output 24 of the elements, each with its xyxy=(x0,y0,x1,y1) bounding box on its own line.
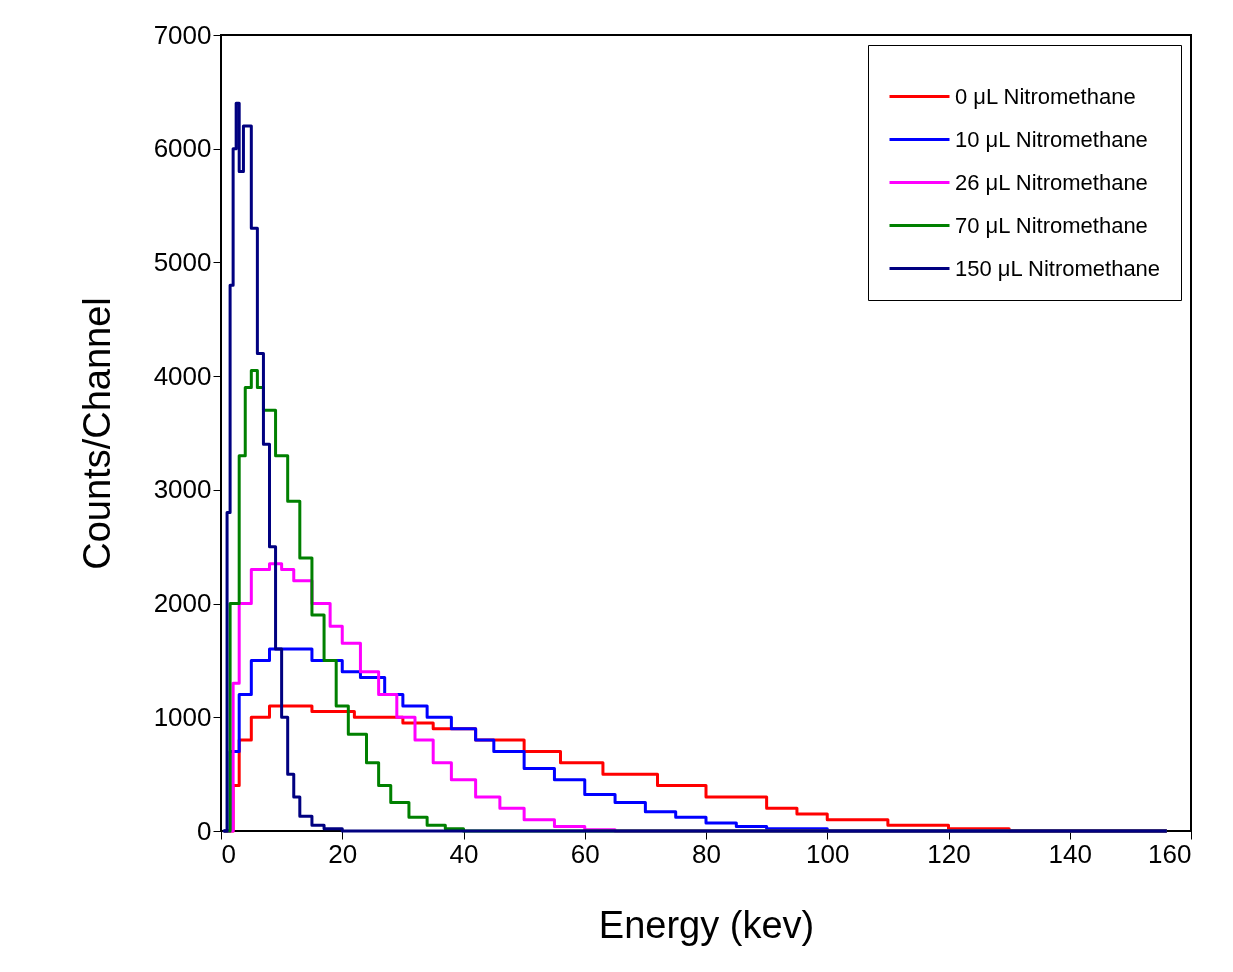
legend-label: 10 μL Nitromethane xyxy=(955,126,1148,152)
y-tick-label: 2000 xyxy=(153,588,212,619)
x-tick-label: 60 xyxy=(570,838,600,869)
x-tick-label: 140 xyxy=(1048,838,1092,869)
x-axis-title: Energy (kev) xyxy=(598,903,815,946)
x-tick-label: 20 xyxy=(328,838,358,869)
legend-label: 70 μL Nitromethane xyxy=(955,212,1148,238)
x-tick-label: 160 xyxy=(1148,838,1192,869)
y-tick-label: 6000 xyxy=(153,133,212,164)
legend-label: 150 μL Nitromethane xyxy=(955,255,1161,281)
y-tick-label: 4000 xyxy=(153,360,212,391)
x-tick-label: 120 xyxy=(927,838,971,869)
y-tick-label: 0 xyxy=(197,815,212,846)
legend-label: 0 μL Nitromethane xyxy=(955,83,1136,109)
y-tick-label: 1000 xyxy=(153,701,212,732)
x-tick-label: 40 xyxy=(449,838,479,869)
y-tick-label: 7000 xyxy=(153,19,212,50)
legend-label: 26 μL Nitromethane xyxy=(955,169,1148,195)
y-tick-label: 5000 xyxy=(153,246,212,277)
x-tick-label: 100 xyxy=(806,838,850,869)
y-tick-label: 3000 xyxy=(153,474,212,505)
x-tick-label: 80 xyxy=(692,838,721,869)
x-tick-label: 0 xyxy=(221,838,236,869)
y-axis-title: Counts/Channel xyxy=(75,297,118,570)
